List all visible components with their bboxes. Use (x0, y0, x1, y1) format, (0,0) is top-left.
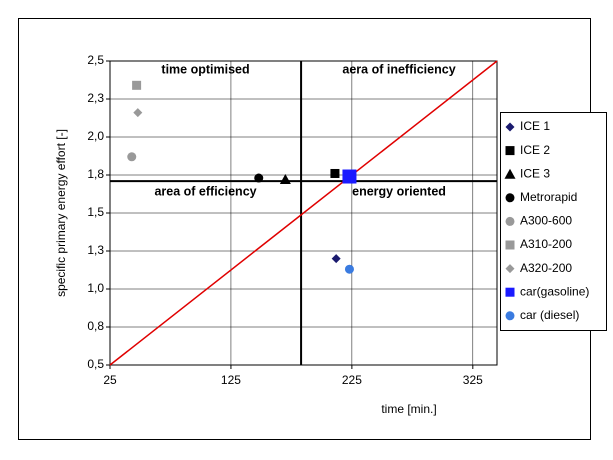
legend-marker (505, 122, 515, 132)
y-tick-label: 0,8 (87, 319, 104, 333)
reference-line (109, 60, 498, 366)
legend-marker (505, 146, 515, 156)
x-tick-label: 225 (342, 373, 362, 387)
legend-label: car(gasoline) (520, 284, 589, 298)
legend-marker (505, 311, 515, 321)
legend-marker (505, 287, 515, 297)
quadrant-label: time optimised (161, 62, 249, 76)
legend (500, 112, 607, 331)
legend-marker (505, 264, 515, 274)
marker (331, 254, 341, 264)
y-tick-label: 1,5 (87, 205, 104, 219)
legend-label: Metrorapid (520, 190, 577, 204)
y-tick-label: 1,8 (87, 167, 104, 181)
x-tick-label: 25 (103, 373, 117, 387)
legend-label: A320-200 (520, 261, 572, 275)
x-axis-label: time [min.] (381, 402, 436, 416)
marker (133, 108, 143, 118)
marker (132, 80, 142, 90)
marker (330, 168, 340, 178)
legend-label: ICE 1 (520, 119, 550, 133)
y-axis-label: specific primary energy effort [-] (54, 129, 68, 297)
x-tick-label: 125 (221, 373, 241, 387)
y-tick-label: 2,5 (87, 53, 104, 67)
legend-label: ICE 3 (520, 166, 550, 180)
marker (254, 173, 264, 183)
marker (279, 174, 291, 185)
marker (342, 169, 357, 184)
y-tick-label: 1,3 (87, 243, 104, 257)
legend-marker (504, 168, 516, 179)
y-tick-label: 0,5 (87, 357, 104, 371)
marker (344, 264, 354, 274)
quadrant-label: aera of inefficiency (342, 62, 455, 76)
legend-label: A300-600 (520, 214, 572, 228)
y-tick-label: 2,3 (87, 91, 104, 105)
x-tick-label: 325 (463, 373, 483, 387)
y-tick-label: 1,0 (87, 281, 104, 295)
legend-label: ICE 2 (520, 143, 550, 157)
legend-marker (505, 216, 515, 226)
quadrant-label: area of efficiency (154, 184, 256, 198)
legend-label: car (diesel) (520, 308, 579, 322)
marker (127, 152, 137, 162)
legend-label: A310-200 (520, 237, 572, 251)
legend-marker (505, 193, 515, 203)
quadrant-label: energy oriented (352, 184, 446, 198)
legend-marker (505, 240, 515, 250)
y-tick-label: 2,0 (87, 129, 104, 143)
